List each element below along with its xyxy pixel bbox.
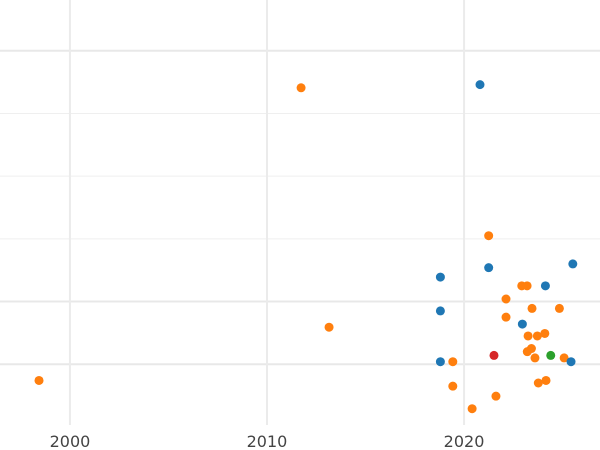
data-point-blue xyxy=(475,80,485,90)
data-point-orange xyxy=(532,331,542,341)
data-point-orange xyxy=(484,231,494,241)
data-point-orange xyxy=(554,303,564,313)
data-point-orange xyxy=(324,322,334,332)
data-point-red xyxy=(489,350,499,360)
data-point-orange xyxy=(530,353,540,363)
data-points xyxy=(34,80,578,414)
data-point-orange xyxy=(526,344,536,354)
data-point-orange xyxy=(467,404,477,414)
x-tick-label: 2010 xyxy=(247,432,288,450)
data-point-blue xyxy=(435,357,445,367)
x-tick-label: 2020 xyxy=(444,432,485,450)
data-point-orange xyxy=(491,391,501,401)
data-point-orange xyxy=(533,378,543,388)
data-point-orange xyxy=(501,312,511,322)
data-point-orange xyxy=(523,331,533,341)
data-point-orange xyxy=(296,83,306,93)
data-point-blue xyxy=(568,259,578,269)
data-point-orange xyxy=(501,294,511,304)
data-point-green xyxy=(546,350,556,360)
data-point-orange xyxy=(540,328,550,338)
data-point-blue xyxy=(484,263,494,273)
data-point-orange xyxy=(34,375,44,385)
data-point-orange xyxy=(448,357,458,367)
data-point-blue xyxy=(517,319,527,329)
gridlines xyxy=(0,0,600,425)
data-point-orange xyxy=(522,281,532,291)
data-point-blue xyxy=(540,281,550,291)
data-point-blue xyxy=(435,306,445,316)
x-axis-ticks: 2000 2010 2020 xyxy=(50,432,485,450)
x-tick-label: 2000 xyxy=(50,432,91,450)
data-point-blue xyxy=(566,357,576,367)
data-point-orange xyxy=(527,303,537,313)
data-point-orange xyxy=(541,375,551,385)
data-point-blue xyxy=(435,272,445,282)
data-point-orange xyxy=(559,353,569,363)
data-point-orange xyxy=(448,381,458,391)
